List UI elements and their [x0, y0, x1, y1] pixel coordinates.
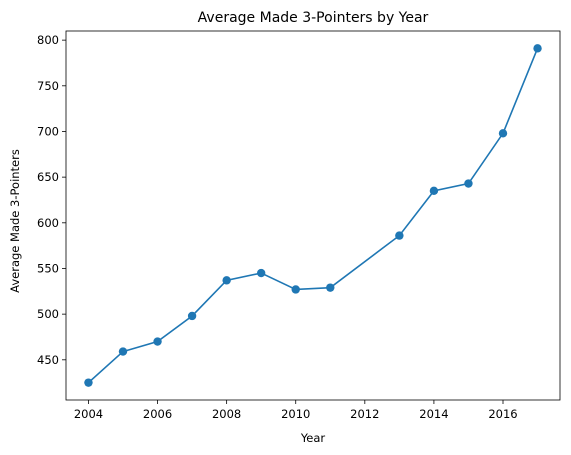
- x-tick-label: 2014: [419, 407, 448, 421]
- x-tick-label: 2010: [281, 407, 310, 421]
- chart-title: Average Made 3-Pointers by Year: [198, 10, 429, 26]
- plot-frame: [65, 30, 561, 401]
- y-axis-label: Average Made 3-Pointers: [8, 149, 22, 293]
- data-point: [395, 231, 404, 240]
- x-tick-label: 2004: [74, 407, 103, 421]
- y-tick-label: 500: [37, 307, 59, 321]
- data-point: [187, 311, 197, 321]
- x-tick-label: 2008: [212, 407, 241, 421]
- plot-area: 2004 2006 2008 2010 2012 2014 2016 450 500 550 600…: [37, 30, 561, 421]
- y-tick-label: 450: [37, 353, 59, 367]
- x-tick-label: 2016: [488, 407, 517, 421]
- data-point: [118, 347, 128, 356]
- data-point: [533, 44, 542, 53]
- series-line: [87, 48, 539, 384]
- y-tick-label: 600: [37, 216, 59, 230]
- y-tick-label: 650: [37, 170, 59, 184]
- data-point: [326, 283, 335, 292]
- y-tick-label: 550: [37, 261, 59, 275]
- x-tick-label: 2006: [143, 407, 172, 421]
- data-point: [464, 179, 473, 188]
- data-point: [153, 337, 162, 346]
- y-tick-label: 750: [37, 79, 59, 93]
- data-point: [222, 276, 231, 285]
- data-point: [256, 268, 266, 278]
- y-tick-label: 800: [37, 33, 59, 47]
- data-point: [84, 378, 93, 387]
- x-axis-label: Year: [300, 431, 326, 445]
- y-tick-label: 700: [37, 124, 59, 138]
- data-point: [429, 186, 439, 196]
- x-tick-label: 2012: [350, 407, 379, 421]
- data-point: [291, 285, 300, 294]
- data-point: [498, 129, 508, 138]
